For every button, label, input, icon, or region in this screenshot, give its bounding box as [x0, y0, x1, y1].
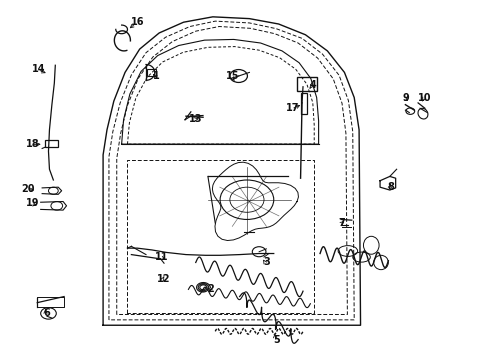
Text: 16: 16: [130, 17, 143, 27]
Text: 8: 8: [386, 182, 393, 192]
Text: 5: 5: [272, 334, 279, 345]
Text: 3: 3: [263, 257, 269, 267]
Text: 11: 11: [155, 252, 168, 262]
Bar: [300, 93, 307, 114]
Text: 19: 19: [25, 198, 39, 208]
Text: 17: 17: [285, 103, 299, 113]
Text: 10: 10: [417, 93, 431, 103]
Text: 4: 4: [309, 80, 316, 90]
Bar: [44, 140, 58, 147]
Text: 6: 6: [43, 308, 50, 318]
Text: 18: 18: [25, 139, 39, 149]
Bar: [297, 77, 316, 91]
Text: 20: 20: [20, 184, 34, 194]
Text: 1: 1: [153, 71, 160, 81]
Text: 12: 12: [157, 274, 170, 284]
Text: 2: 2: [206, 284, 213, 294]
Text: 14: 14: [32, 64, 45, 74]
Text: 13: 13: [188, 114, 202, 124]
Text: 15: 15: [225, 71, 239, 81]
Bar: [147, 69, 156, 76]
Text: 7: 7: [338, 218, 345, 228]
Text: 9: 9: [401, 93, 408, 103]
